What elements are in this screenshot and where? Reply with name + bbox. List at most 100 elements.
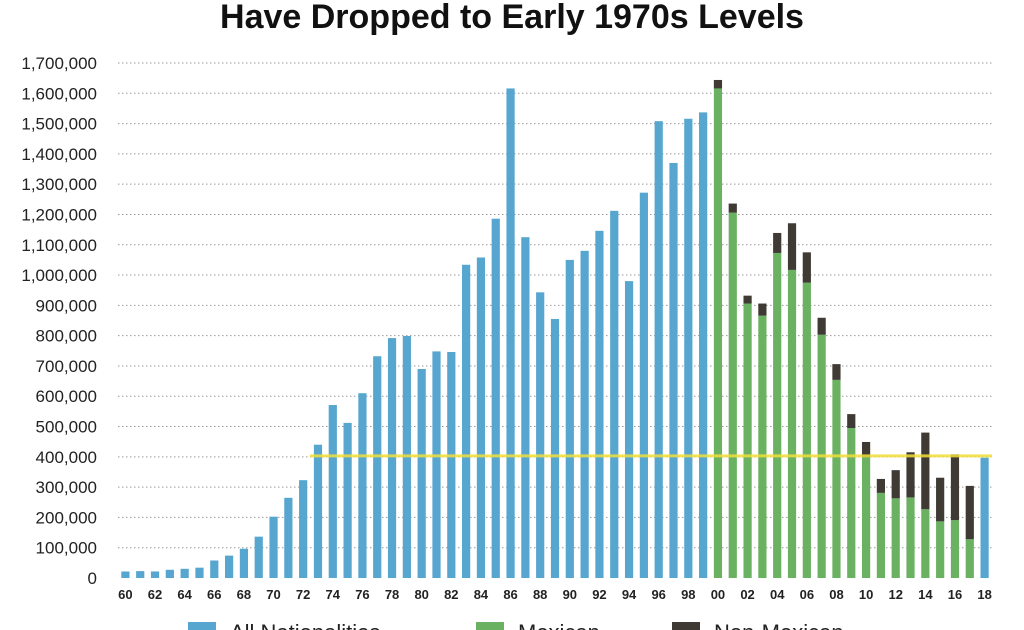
bar-non-mexican-13 [906,452,915,498]
bar-all-nationalities-18 [980,457,989,578]
bar-non-mexican-02 [743,295,752,304]
legend-swatch-1 [476,622,504,630]
bar-all-nationalities-85 [491,218,500,578]
bar-mexican-14 [921,509,930,578]
bar-all-nationalities-67 [225,555,234,578]
x-tick-label: 66 [207,587,221,602]
bar-non-mexican-10 [861,441,871,458]
y-tick-label: 1,400,000 [21,145,97,164]
bar-all-nationalities-78 [387,338,397,578]
bar-non-mexican-07 [817,317,826,335]
bar-all-nationalities-62 [150,571,160,578]
y-tick-label: 200,000 [36,508,97,527]
bar-non-mexican-12 [891,470,900,499]
legend-swatch-0 [188,622,216,630]
bar-all-nationalities-76 [358,393,367,578]
x-tick-label: 06 [800,587,814,602]
bar-all-nationalities-87 [521,237,530,579]
bar-mexican-03 [758,315,767,578]
bar-all-nationalities-92 [595,230,604,578]
bar-mexican-12 [891,498,900,578]
bar-all-nationalities-93 [610,210,619,578]
y-tick-label: 600,000 [36,387,97,406]
y-tick-label: 1,100,000 [21,236,97,255]
x-tick-label: 88 [533,587,547,602]
y-tick-label: 500,000 [36,418,97,437]
x-tick-label: 70 [266,587,280,602]
bar-all-nationalities-86 [506,88,515,579]
y-tick-label: 300,000 [36,478,97,497]
x-tick-label: 62 [148,587,162,602]
bar-all-nationalities-77 [373,356,382,578]
bar-all-nationalities-70 [269,516,278,578]
bar-all-nationalities-74 [328,405,337,578]
bar-mexican-16 [950,520,960,578]
x-tick-label: 94 [622,587,637,602]
y-tick-label: 1,500,000 [21,115,97,134]
y-tick-label: 1,700,000 [21,54,97,73]
bar-non-mexican-14 [921,432,930,510]
bar-non-mexican-04 [773,232,782,253]
bar-all-nationalities-72 [299,480,308,578]
bar-all-nationalities-61 [136,571,145,578]
bar-mexican-06 [802,282,811,578]
bar-all-nationalities-83 [462,264,471,578]
bar-mexican-08 [832,379,841,578]
x-tick-label: 64 [177,587,192,602]
legend-label-1: Mexican [518,620,600,630]
x-tick-label: 74 [326,587,341,602]
x-tick-label: 96 [651,587,665,602]
y-tick-label: 1,000,000 [21,266,97,285]
x-tick-label: 08 [829,587,843,602]
y-tick-label: 800,000 [36,327,97,346]
chart-title: Have Dropped to Early 1970s Levels [220,0,804,36]
bar-all-nationalities-71 [284,497,293,578]
bar-all-nationalities-80 [417,368,426,578]
bar-non-mexican-08 [832,364,841,380]
bar-all-nationalities-88 [536,292,545,578]
bar-non-mexican-11 [876,478,885,493]
bar-mexican-02 [743,303,752,578]
bar-all-nationalities-84 [476,257,486,578]
bar-all-nationalities-96 [654,121,663,578]
bar-mexican-05 [787,269,797,578]
bar-mexican-09 [847,428,856,578]
bar-mexican-01 [728,212,737,578]
bar-all-nationalities-64 [180,568,189,578]
y-tick-label: 900,000 [36,296,97,315]
legend-label-2: Non-Mexican [714,620,844,630]
y-tick-label: 1,300,000 [21,175,97,194]
legend-swatch-2 [672,622,700,630]
bar-mexican-11 [876,492,885,578]
x-tick-label: 14 [918,587,933,602]
x-tick-label: 92 [592,587,606,602]
x-tick-label: 82 [444,587,458,602]
bar-non-mexican-15 [936,477,945,522]
x-tick-label: 98 [681,587,695,602]
bar-all-nationalities-98 [684,118,693,578]
bar-non-mexican-01 [728,203,737,213]
bar-all-nationalities-94 [624,281,634,578]
y-tick-label: 0 [88,569,97,588]
x-tick-label: 16 [948,587,962,602]
bar-non-mexican-17 [965,485,974,540]
bar-all-nationalities-82 [447,352,456,578]
bar-all-nationalities-95 [639,192,648,579]
x-tick-label: 84 [474,587,489,602]
bar-all-nationalities-69 [254,536,263,578]
bar-all-nationalities-63 [165,569,174,578]
x-tick-label: 04 [770,587,785,602]
bar-mexican-13 [906,497,915,578]
legend: All Nationalities Mexican Non-Mexican [188,620,844,630]
x-tick-label: 60 [118,587,132,602]
x-axis: 60 62 64 66 68 70 72 74 76 78 80 82 84 86 88 90 92 94 96 98… [118,587,992,602]
x-tick-label: 10 [859,587,873,602]
bar-mexican-00 [713,88,723,579]
bar-non-mexican-05 [787,223,797,270]
bar-all-nationalities-65 [195,567,204,578]
y-tick-label: 700,000 [36,357,97,376]
bar-mexican-15 [936,521,945,578]
x-tick-label: 72 [296,587,310,602]
x-tick-label: 68 [237,587,251,602]
bar-non-mexican-00 [713,79,723,89]
